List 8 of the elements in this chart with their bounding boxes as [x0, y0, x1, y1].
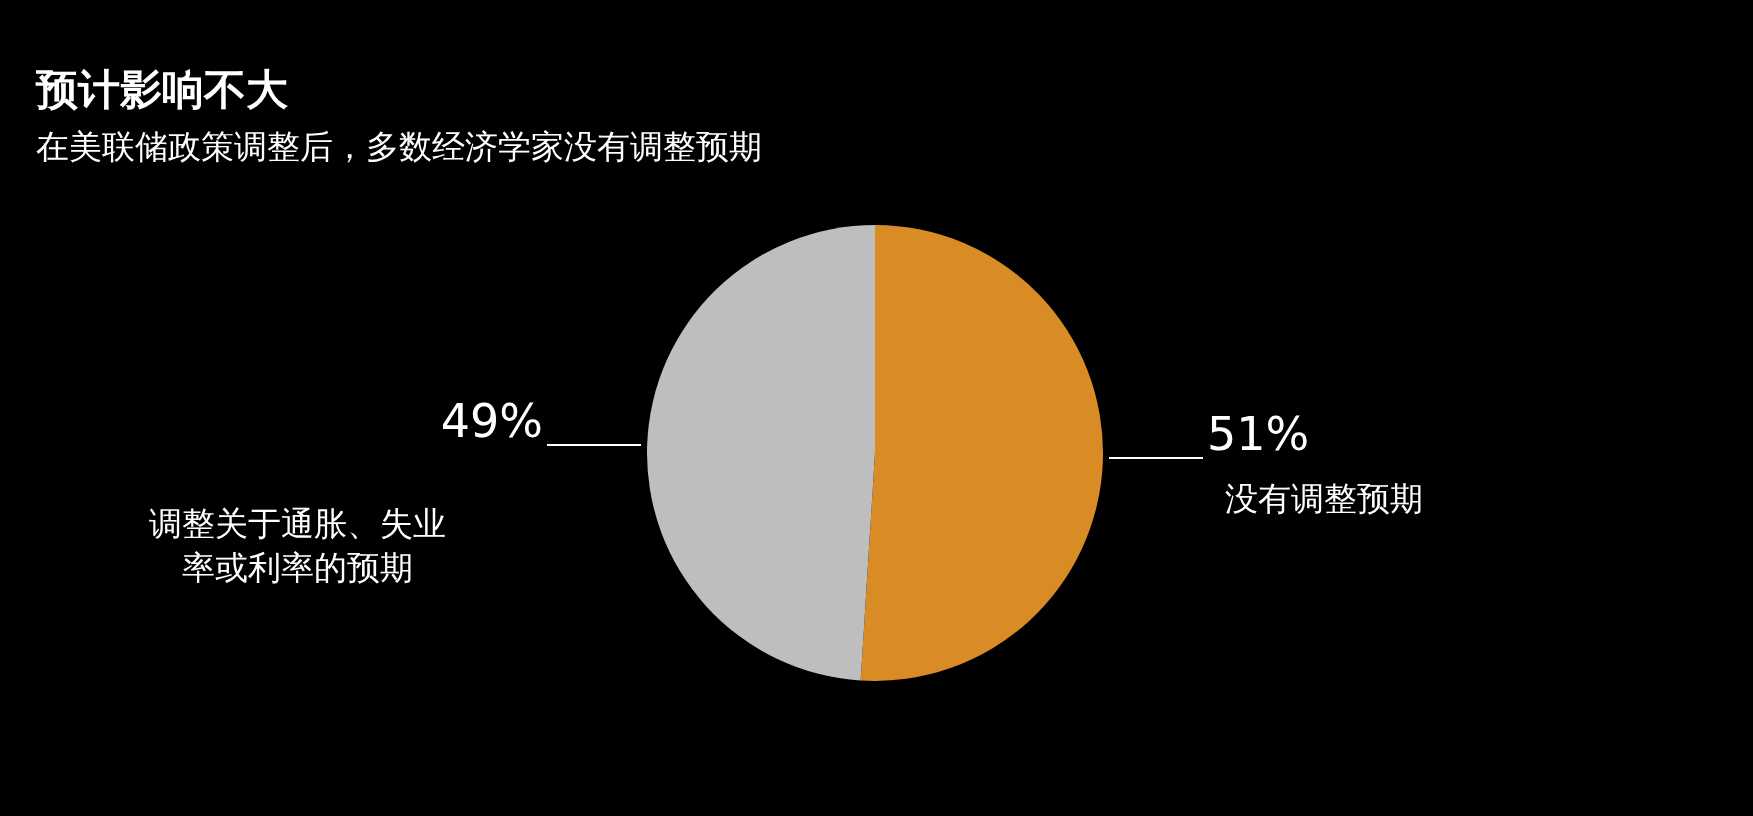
data-label: 49%: [440, 394, 543, 448]
chart-title: 预计影响不大: [35, 65, 288, 114]
pie-slice: [647, 225, 875, 681]
chart-subtitle: 在美联储政策调整后，多数经济学家没有调整预期: [36, 127, 762, 166]
slice-label: 没有调整预期: [1225, 479, 1423, 518]
data-label: 51%: [1207, 407, 1310, 461]
slice-label: 调整关于通胀、失业率或利率的预期: [148, 504, 446, 587]
pie-slice: [860, 225, 1103, 681]
